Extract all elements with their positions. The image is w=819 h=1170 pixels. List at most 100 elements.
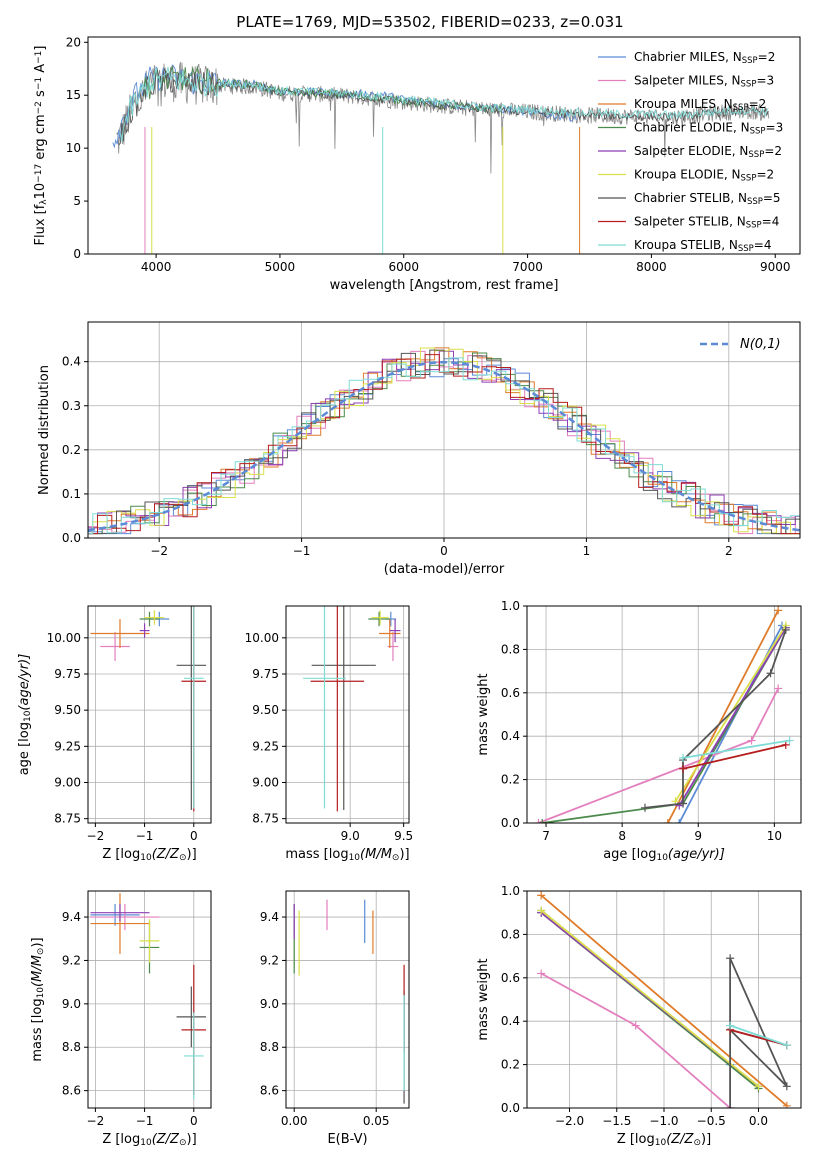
- x-axis-label-part: (age/yr)]: [668, 847, 725, 862]
- x-axis-label: Z [log10(Z/Z⊙)]: [617, 1132, 711, 1148]
- y-tick-label: 9.2: [260, 953, 279, 967]
- gaussian-curve: [88, 360, 800, 532]
- y-tick-label: 8.75: [54, 812, 81, 826]
- y-axis-label-part: A: [33, 64, 48, 77]
- x-axis-label-part: ⊙: [179, 1138, 187, 1148]
- y-tick-label: 0.4: [501, 1014, 520, 1028]
- y-tick-label: 20: [66, 35, 81, 49]
- axes-frame: [87, 605, 212, 824]
- plot-area-age_vs_mass: [303, 606, 401, 812]
- weight-line: [540, 909, 760, 1087]
- x-axis-label-part: )]: [399, 847, 409, 862]
- x-tick-label: 2: [725, 544, 733, 558]
- legend-entry: Kroupa MILES, NSSP=2: [634, 97, 766, 113]
- x-tick-label: 0.00: [281, 1114, 308, 1128]
- y-tick-label: 1.0: [501, 599, 520, 613]
- y-axis-label-part: 10: [23, 710, 33, 722]
- legend-entry: Kroupa STELIB, NSSP=4: [634, 238, 772, 254]
- y-axis-label-part: (M/M: [30, 955, 45, 987]
- y-tick-label: 0.1: [62, 487, 81, 501]
- legend-entry-part: SSP: [741, 174, 757, 184]
- x-tick-label: −1: [136, 1114, 154, 1128]
- y-tick-label: 15: [66, 88, 81, 102]
- legend-entry-part: SSP: [748, 150, 764, 160]
- legend-entry-part: SSP: [742, 56, 758, 66]
- x-tick-label: −1: [136, 829, 154, 843]
- legend-entry-part: SSP: [738, 244, 754, 254]
- axes-frame: [526, 605, 802, 824]
- legend-entry-part: SSP: [747, 197, 763, 207]
- y-tick-label: 9.50: [54, 703, 81, 717]
- y-tick-label: 9.25: [252, 739, 279, 753]
- legend-entry-part: =2: [749, 97, 767, 111]
- weight-marker: [747, 736, 756, 745]
- y-axis-label: mass [log10(M/M⊙)]: [30, 937, 46, 1061]
- y-axis-label: age [log10(age/yr)]: [17, 654, 33, 776]
- x-tick-label: −2: [87, 829, 105, 843]
- x-axis-label: Z [log10(Z/Z⊙)]: [102, 847, 196, 863]
- x-axis-label-part: 10: [140, 1138, 152, 1148]
- y-tick-label: 0.8: [501, 927, 520, 941]
- weight-line: [678, 627, 787, 807]
- legend-entry-part: Salpeter MILES, N: [634, 74, 741, 88]
- legend-entry-part: Salpeter ELODIE, N: [634, 144, 748, 158]
- x-tick-label: 7: [542, 829, 550, 843]
- y-axis-label: Normed distribution: [37, 365, 52, 495]
- x-axis-label-part: age [log: [603, 847, 656, 862]
- x-axis-label: age [log10(age/yr)]: [603, 847, 725, 863]
- weight-marker: [782, 1101, 791, 1108]
- y-axis-label-part: 10: [33, 183, 48, 200]
- y-tick-label: 9.00: [252, 775, 279, 789]
- weight-line: [729, 1024, 788, 1046]
- y-tick-label: 9.2: [62, 953, 81, 967]
- x-tick-label: 9.5: [394, 829, 413, 843]
- weight-marker: [663, 819, 672, 823]
- axes-frame: [87, 36, 801, 255]
- x-tick-label: −1.5: [602, 1114, 631, 1128]
- x-tick-label: 0: [190, 1114, 198, 1128]
- legend-entry-part: Chabrier ELODIE, N: [634, 121, 750, 135]
- legend-entry: Salpeter STELIB, NSSP=4: [634, 215, 779, 231]
- x-tick-label: −1: [293, 544, 311, 558]
- legend-entry-part: Kroupa STELIB, N: [634, 238, 738, 252]
- model-spectrum-3: [118, 66, 769, 142]
- x-axis-label-part: Z [log: [102, 847, 140, 862]
- weight-marker: [785, 736, 794, 745]
- weight-marker: [726, 1104, 735, 1108]
- legend-entry: Chabrier STELIB, NSSP=5: [634, 191, 781, 207]
- weight-marker: [538, 819, 547, 823]
- x-axis-label-part: Z [log: [102, 1132, 140, 1147]
- x-tick-label: 0: [190, 829, 198, 843]
- y-tick-label: 10.00: [47, 631, 81, 645]
- legend-entry-part: Kroupa ELODIE, N: [634, 168, 741, 182]
- y-axis-label: Flux [fλ10−17 erg cm−2 s−1 A−1]: [33, 46, 49, 246]
- x-tick-label: −2: [150, 544, 168, 558]
- residual-histogram: [88, 347, 800, 535]
- x-axis-label-part: 10: [656, 853, 668, 863]
- weight-marker: [640, 803, 649, 812]
- x-axis-label-part: )]: [187, 847, 197, 862]
- y-tick-label: 9.25: [54, 739, 81, 753]
- weight-marker: [679, 799, 688, 808]
- x-axis-label-part: 10: [140, 853, 152, 863]
- legend-entry-part: =5: [763, 191, 781, 205]
- legend-entry-part: =2: [764, 144, 782, 158]
- x-axis-label: mass [log10(M/M⊙)]: [285, 847, 409, 863]
- x-tick-label: 4000: [141, 260, 172, 274]
- y-tick-label: 9.4: [62, 910, 81, 924]
- y-tick-label: 8.6: [260, 1084, 279, 1098]
- y-tick-label: 0.4: [501, 729, 520, 743]
- y-tick-label: 0.4: [62, 355, 81, 369]
- y-tick-label: 8.75: [252, 812, 279, 826]
- plot-area-residuals: [88, 347, 800, 535]
- weight-line: [682, 739, 790, 759]
- plot-area-spectrum: [112, 61, 770, 254]
- y-tick-label: 8.6: [62, 1084, 81, 1098]
- y-axis-label-part: s: [33, 90, 48, 101]
- weight-marker: [782, 1041, 791, 1050]
- y-tick-label: 9.00: [54, 775, 81, 789]
- weight-line: [540, 894, 788, 1107]
- y-tick-label: 10.00: [245, 631, 279, 645]
